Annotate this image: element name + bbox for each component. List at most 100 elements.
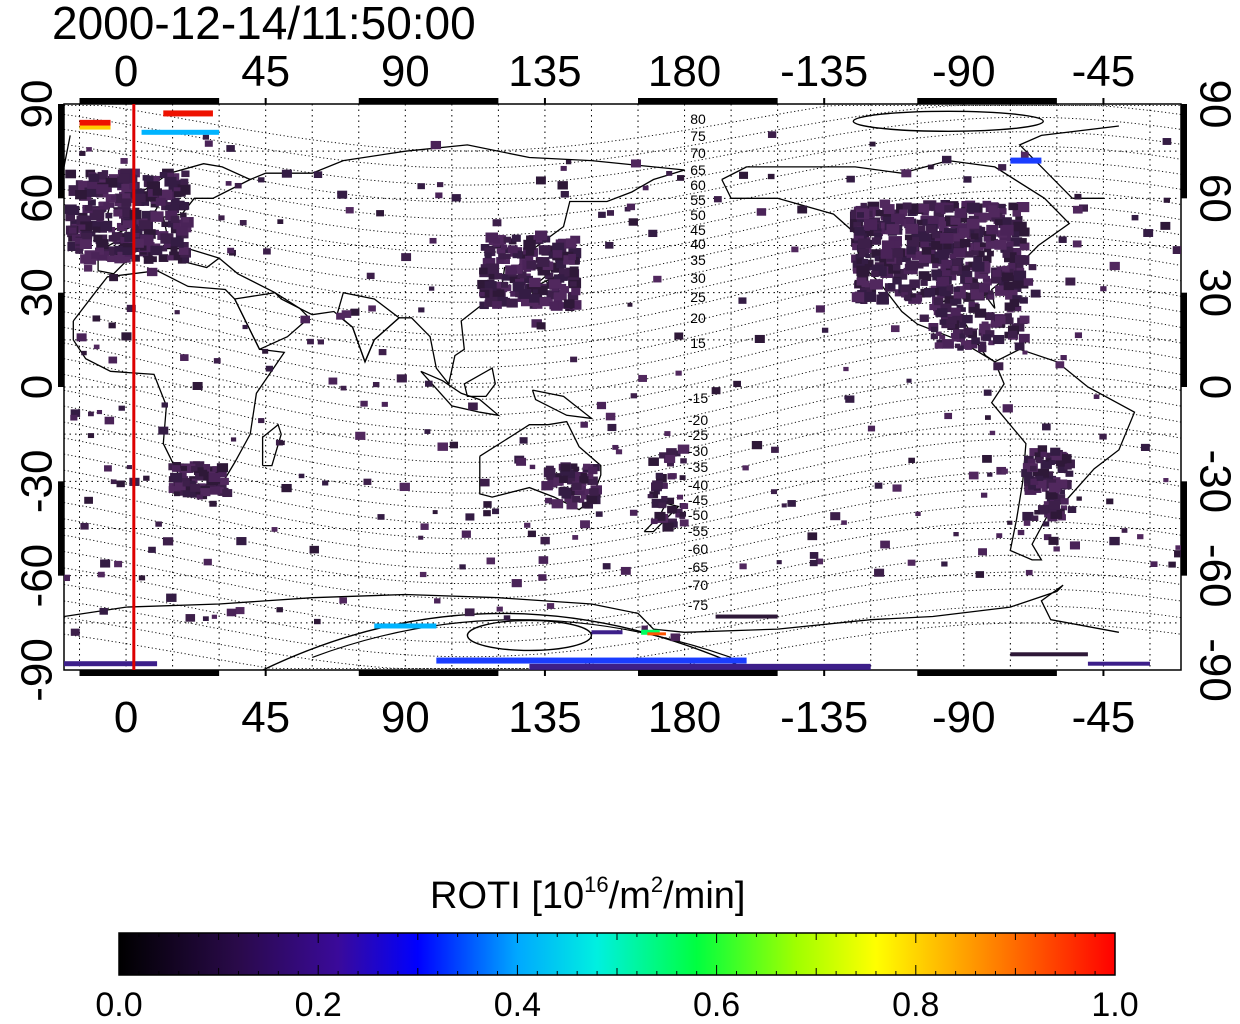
roti-cell [491,289,505,300]
roti-cell [477,279,489,290]
roti-cell [998,208,1007,215]
roti-cell [1163,478,1169,483]
roti-cell [419,571,427,578]
roti-cell [1012,209,1022,217]
colorbar-tick-label: 0.4 [494,986,541,1024]
roti-cell [105,212,113,219]
roti-cell [654,511,666,521]
roti-cell [953,298,962,305]
roti-cell [1031,515,1039,521]
roti-cell [171,465,181,472]
roti-cell [968,303,980,313]
contour-line [64,265,1181,352]
roti-cell [122,193,131,200]
roti-cell [1043,501,1053,508]
roti-cell [88,173,100,182]
roti-cell [940,303,952,313]
roti-mid-patch [1010,157,1042,164]
roti-cell [580,493,589,500]
roti-cell [486,557,496,565]
roti-cell [138,220,152,231]
roti-cell [169,251,181,261]
roti-cell [970,282,984,294]
roti-cell [1010,237,1023,247]
roti-cell [867,201,880,211]
roti-cell [559,476,568,484]
roti-cell [87,433,95,439]
contour-label: -50 [688,507,708,523]
roti-cell [921,247,932,255]
contour-label: -35 [688,459,708,475]
roti-cell [630,159,641,168]
roti-cell [492,301,502,309]
roti-cell [892,484,902,492]
roti-cell [1058,236,1067,243]
roti-cell [966,202,980,213]
roti-cell [648,229,658,238]
roti-cell [589,488,599,496]
roti-cell [974,308,987,318]
roti-cell [545,272,554,280]
roti-cell [858,248,869,258]
roti-cell [89,220,102,230]
roti-cell [596,401,607,410]
roti-cell [418,535,424,540]
roti-cell [674,332,684,340]
roti-cell [1002,404,1013,413]
roti-cell [979,341,987,347]
roti-cell [1053,546,1060,552]
roti-cell [105,177,118,188]
roti-cell [86,147,92,152]
roti-cell [922,219,931,226]
roti-cell [503,253,511,260]
roti-cell [227,247,235,254]
roti-cell [807,532,818,541]
roti-cell [996,466,1006,475]
roti-cell [1050,509,1063,519]
coastline-path [420,370,501,417]
roti-cell [485,296,498,307]
roti-cell [143,229,156,239]
roti-cell [159,189,173,200]
roti-cell [891,213,905,225]
south-pole-ring-outer [261,612,751,670]
right-axis-label: 60 [1190,174,1239,223]
roti-cell [198,469,208,477]
roti-cell [511,234,521,242]
roti-cell [110,195,117,200]
left-axis-label: -90 [13,638,62,702]
roti-cell [602,563,611,570]
roti-cell [918,203,930,213]
roti-cell [627,302,633,307]
roti-cell [480,478,490,487]
contour-line [64,342,1181,432]
contour-line [64,588,1181,658]
roti-cell [161,402,168,408]
roti-cell [650,518,658,525]
roti-cell [927,215,939,225]
contour-label: -15 [688,390,708,406]
roti-cell [70,409,81,417]
roti-cell [1048,536,1059,545]
roti-cell [984,312,995,321]
roti-cell [932,263,939,269]
contour-line [64,145,1181,220]
roti-high-patch [641,629,660,635]
roti-cell [963,292,975,302]
roti-cell [482,257,496,269]
roti-cell [494,273,503,280]
left-axis-label: -60 [13,544,62,608]
roti-cell [988,290,994,295]
roti-cell [983,389,992,396]
roti-cell [1014,286,1022,292]
top-border-segment [917,98,1057,104]
roti-cell [484,247,496,257]
roti-cell [541,481,553,491]
roti-cell [962,314,973,324]
roti-cell [355,431,366,440]
roti-cell [809,552,819,559]
roti-cell [871,249,882,258]
bottom-border-segment [358,670,499,676]
roti-cell [739,171,749,179]
roti-cell [891,256,903,265]
